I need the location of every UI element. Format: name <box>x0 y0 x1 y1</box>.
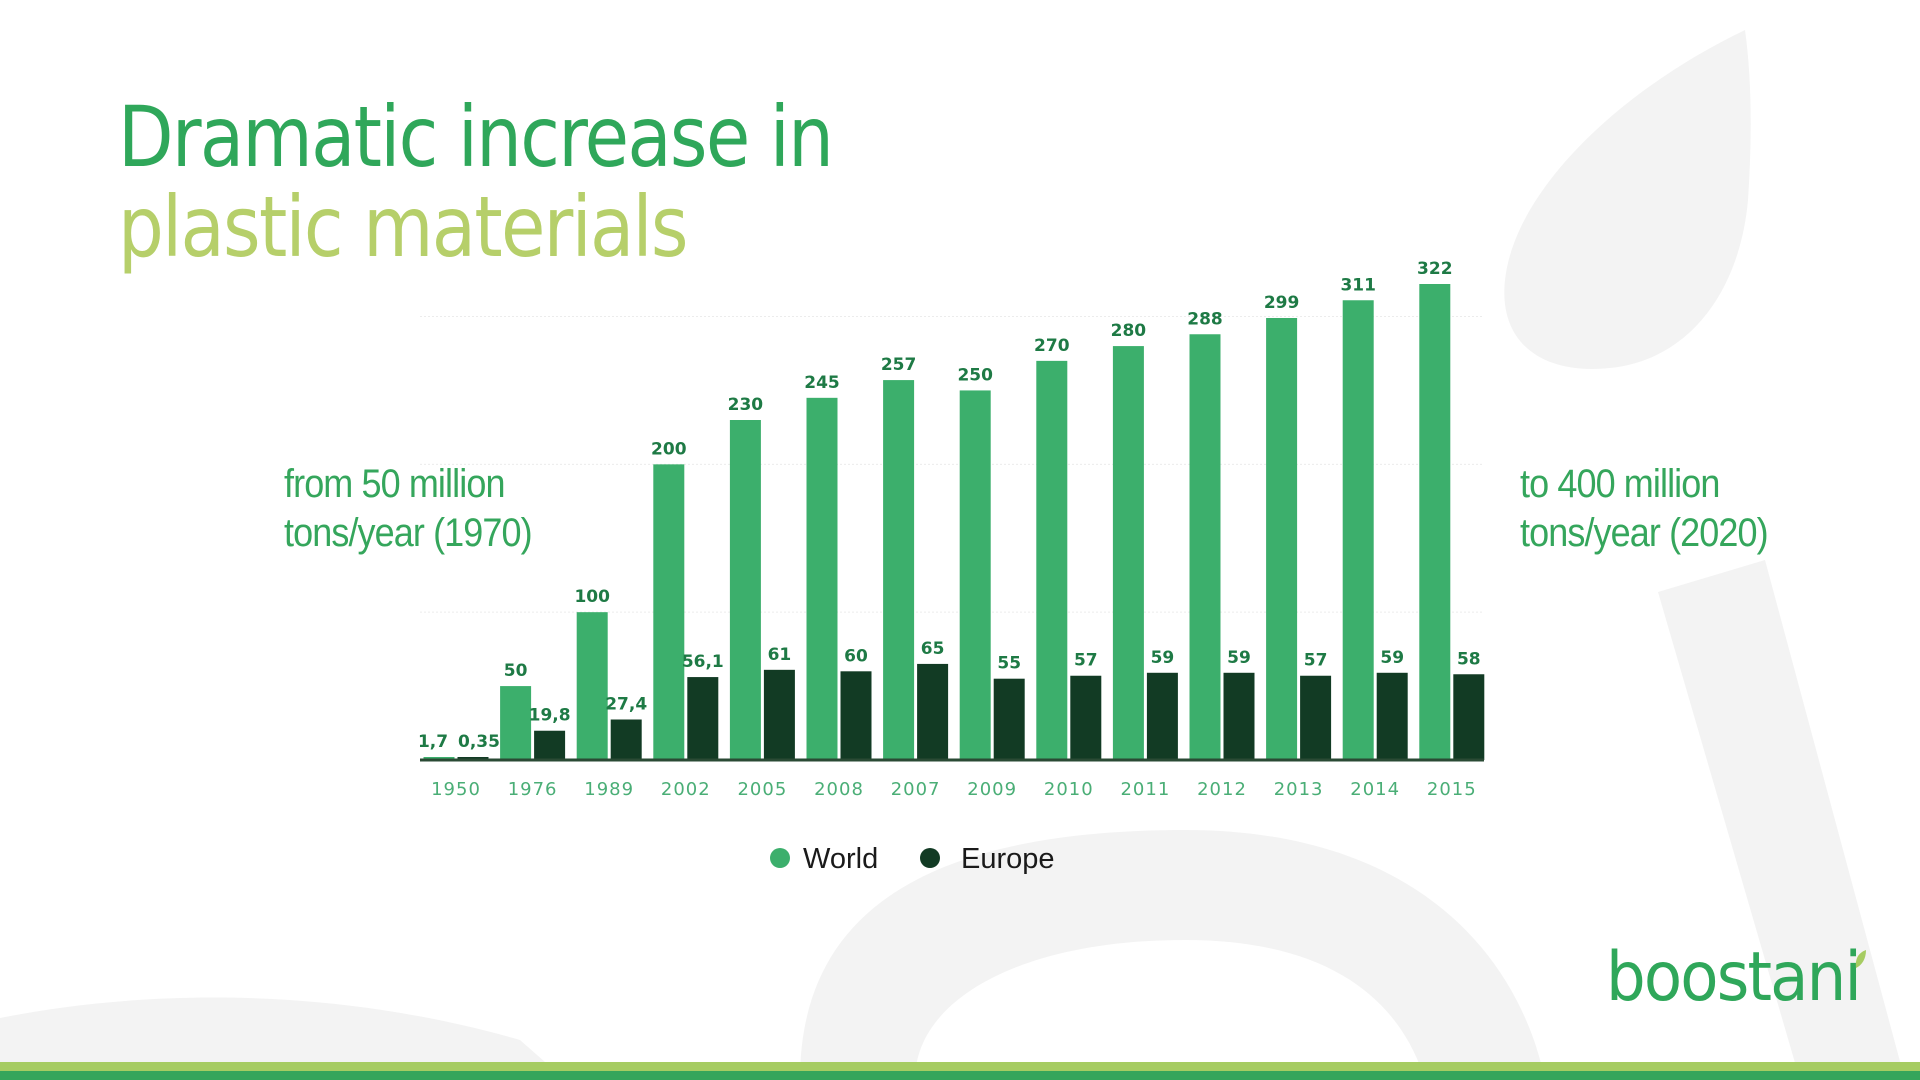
value-label-europe-2005: 61 <box>768 645 792 665</box>
bar-world-2010 <box>1036 360 1068 760</box>
title-line-2: plastic materials <box>118 178 689 276</box>
bar-world-2015 <box>1419 284 1451 760</box>
value-label-world-2009: 250 <box>957 365 993 385</box>
tick-label-1950: 1950 <box>431 779 481 800</box>
footer-stripe-light <box>0 1062 1920 1071</box>
stroke-shape-right <box>1658 560 1905 1080</box>
value-label-world-2005: 230 <box>728 395 764 415</box>
bar-europe-2009 <box>993 678 1025 760</box>
title-line-1: Dramatic increase in <box>118 88 834 186</box>
tick-label-2015: 2015 <box>1427 779 1477 800</box>
bar-europe-1989 <box>610 719 642 760</box>
note-left-line-1: from 50 million <box>284 462 505 506</box>
x-axis-ticks: 1950 1976 1989 2002 2005 2008 2007 2009 2010 2011… <box>431 779 1477 800</box>
bar-world-2007 <box>883 380 915 760</box>
bar-world-2012 <box>1189 334 1221 760</box>
value-label-europe-1989: 27,4 <box>605 694 647 714</box>
tick-label-2007: 2007 <box>891 779 941 800</box>
bar-world-2009 <box>959 390 991 760</box>
value-label-world-2015: 322 <box>1417 259 1453 279</box>
bar-europe-1976 <box>534 730 566 760</box>
bar-europe-2002 <box>687 677 719 760</box>
value-label-world-2014: 311 <box>1340 275 1376 295</box>
bar-world-2005 <box>729 420 761 760</box>
tick-label-2013: 2013 <box>1274 779 1324 800</box>
legend-label-world: World <box>803 843 878 875</box>
value-label-europe-1950: 0,35 <box>458 732 500 752</box>
legend-swatch-world <box>770 848 790 868</box>
tick-label-2012: 2012 <box>1197 779 1247 800</box>
tick-label-2002: 2002 <box>661 779 711 800</box>
bar-europe-2010 <box>1070 675 1102 760</box>
value-label-world-2010: 270 <box>1034 336 1070 356</box>
brand-logo: boostani <box>1606 938 1862 1017</box>
tick-label-1976: 1976 <box>508 779 558 800</box>
note-left: from 50 million tons/year (1970) <box>284 460 533 558</box>
value-label-europe-1976: 19,8 <box>529 706 571 726</box>
leaf-icon <box>1855 950 1866 968</box>
value-label-europe-2015: 58 <box>1457 649 1481 669</box>
value-label-world-2008: 245 <box>804 373 840 393</box>
tick-label-2005: 2005 <box>737 779 787 800</box>
legend-swatch-europe <box>920 848 940 868</box>
note-left-line-2: tons/year (1970) <box>284 511 533 555</box>
value-label-europe-2011: 59 <box>1151 648 1175 668</box>
value-label-world-2007: 257 <box>881 355 917 375</box>
bar-world-1989 <box>576 612 608 760</box>
value-label-europe-2008: 60 <box>844 646 868 666</box>
bar-world-2011 <box>1112 346 1144 760</box>
value-label-europe-2009: 55 <box>997 654 1021 674</box>
note-right-line-1: to 400 million <box>1520 462 1720 506</box>
bar-world-2013 <box>1266 318 1298 760</box>
tick-label-2009: 2009 <box>967 779 1017 800</box>
bar-europe-2014 <box>1376 672 1408 760</box>
legend-label-europe: Europe <box>961 843 1055 875</box>
bar-europe-2007 <box>917 663 949 760</box>
chart-bars <box>423 284 1485 760</box>
value-label-europe-2007: 65 <box>921 639 945 659</box>
note-right: to 400 million tons/year (2020) <box>1520 460 1769 558</box>
footer-stripe-dark <box>0 1071 1920 1080</box>
tick-label-1989: 1989 <box>584 779 634 800</box>
value-label-europe-2010: 57 <box>1074 651 1098 671</box>
value-label-europe-2013: 57 <box>1304 651 1328 671</box>
bar-europe-2008 <box>840 671 872 760</box>
bar-world-2014 <box>1342 300 1374 760</box>
value-label-world-2013: 299 <box>1264 293 1300 313</box>
arc-shape-bottom <box>800 830 1545 1080</box>
bar-world-1976 <box>500 686 532 760</box>
value-label-world-1950: 1,7 <box>418 732 448 752</box>
value-label-world-1976: 50 <box>504 661 528 681</box>
value-label-europe-2002: 56,1 <box>682 652 724 672</box>
chart-gridlines <box>420 316 1484 613</box>
value-label-world-2012: 288 <box>1187 309 1223 329</box>
chart-legend: World Europe <box>770 843 1055 875</box>
bar-world-2008 <box>806 397 838 760</box>
note-right-line-2: tons/year (2020) <box>1520 511 1769 555</box>
tick-label-2011: 2011 <box>1120 779 1170 800</box>
curve-shape-bottom-left <box>0 997 545 1062</box>
chart-value-labels: 1,7 0,35 50 19,8 100 27,4 200 56,1 230 61 245 60 257… <box>418 259 1481 752</box>
tick-label-2008: 2008 <box>814 779 864 800</box>
bar-europe-2012 <box>1223 672 1255 760</box>
value-label-world-2002: 200 <box>651 439 687 459</box>
leaf-shape-top-right <box>1504 30 1751 369</box>
value-label-europe-2014: 59 <box>1380 648 1404 668</box>
tick-label-2010: 2010 <box>1044 779 1094 800</box>
bar-europe-2013 <box>1300 675 1332 760</box>
bar-europe-2011 <box>1146 672 1178 760</box>
value-label-world-2011: 280 <box>1111 321 1147 341</box>
bar-europe-2015 <box>1453 674 1485 760</box>
tick-label-2014: 2014 <box>1350 779 1400 800</box>
slide-title: Dramatic increase in plastic materials <box>118 88 834 276</box>
value-label-europe-2012: 59 <box>1227 648 1251 668</box>
value-label-world-1989: 100 <box>574 587 610 607</box>
bar-world-2002 <box>653 464 685 760</box>
bar-europe-2005 <box>763 669 795 760</box>
